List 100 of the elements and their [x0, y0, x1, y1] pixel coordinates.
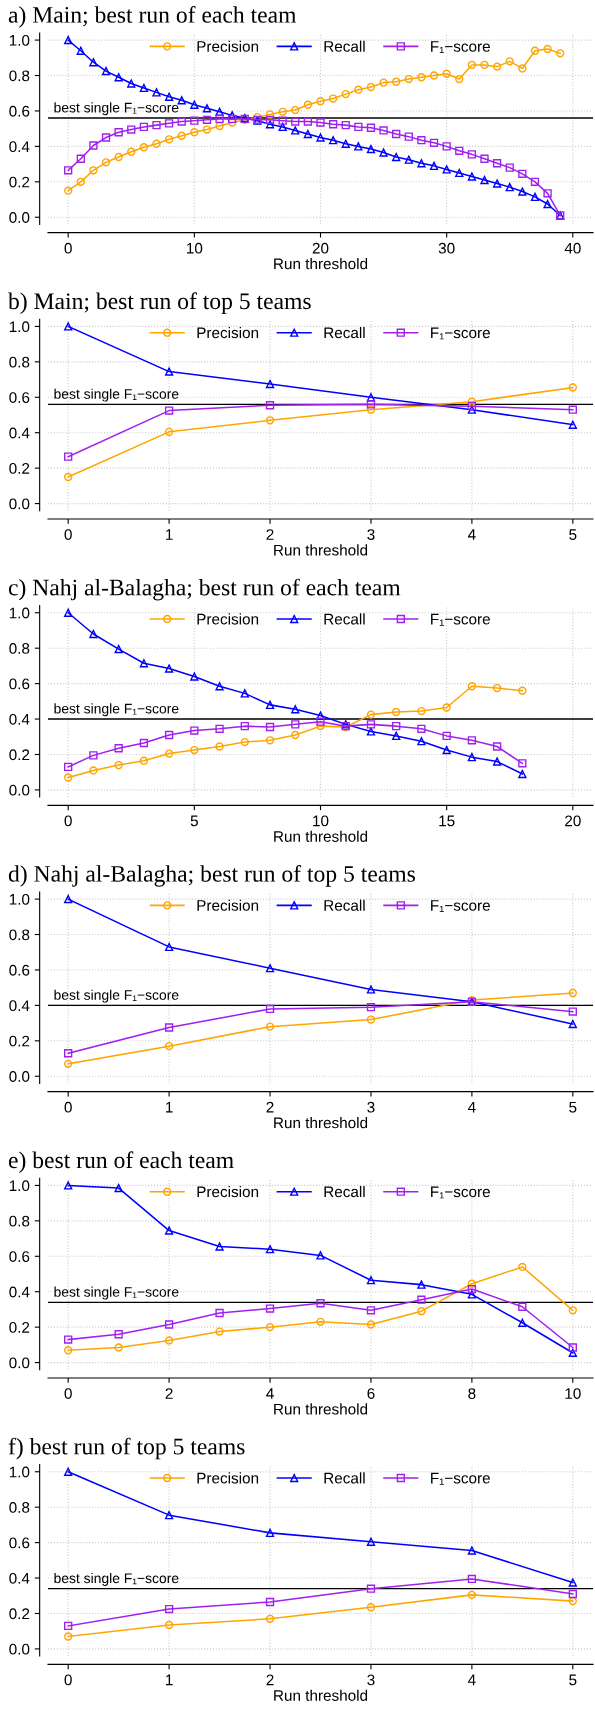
- legend-label: F₁−score: [431, 900, 490, 913]
- chart-title: e) best run of each team: [8, 1151, 234, 1173]
- legend-label: Precision: [197, 899, 259, 911]
- x-tick-label: 1: [166, 529, 173, 540]
- legend-label: Precision: [197, 326, 259, 339]
- x-tick-label: 5: [569, 529, 577, 540]
- x-tick-label: 1: [166, 1101, 173, 1113]
- x-tick-label: 2: [266, 1674, 274, 1686]
- x-tick-label: 4: [467, 1674, 476, 1686]
- x-tick-label: 3: [367, 1101, 375, 1113]
- y-tick-label: 0.2: [9, 1608, 30, 1620]
- x-axis-title: Run threshold: [274, 830, 368, 842]
- x-tick-label: 2: [165, 1388, 173, 1399]
- x-tick-label: 30: [438, 242, 455, 254]
- chart-title: b) Main; best run of top 5 teams: [8, 292, 311, 314]
- x-tick-label: 15: [439, 815, 455, 827]
- y-tick-label: 0.6: [9, 1537, 30, 1549]
- x-tick-label: 2: [266, 1101, 274, 1113]
- legend-label: F₁−score: [431, 327, 490, 340]
- y-tick-label: 0.0: [9, 784, 30, 796]
- legend-label: Precision: [197, 40, 259, 52]
- y-tick-label: 0.8: [9, 70, 30, 82]
- legend-label: F₁−score: [431, 1186, 490, 1199]
- x-tick-label: 40: [564, 242, 581, 254]
- y-tick-label: 0.2: [9, 176, 30, 188]
- x-tick-label: 5: [569, 1674, 577, 1686]
- y-tick-label: 0.4: [9, 1572, 30, 1584]
- y-tick-label: 0.4: [9, 141, 30, 153]
- x-tick-label: 0: [64, 1388, 72, 1399]
- y-tick-label: 0.8: [9, 1215, 30, 1227]
- x-tick-label: 4: [266, 1388, 274, 1399]
- x-tick-label: 0: [64, 1674, 72, 1686]
- x-tick-label: 0: [64, 815, 72, 827]
- legend-label: Recall: [324, 1472, 365, 1484]
- y-tick-label: 0.4: [9, 713, 30, 725]
- x-tick-label: 4: [467, 529, 476, 540]
- y-tick-label: 1.0: [9, 321, 30, 333]
- x-axis-title: Run threshold: [274, 1117, 368, 1129]
- x-tick-label: 0: [64, 242, 72, 254]
- y-tick-label: 1.0: [9, 1180, 30, 1192]
- ref-line-label: best single F₁−score: [54, 1286, 179, 1300]
- x-tick-label: 2: [266, 529, 274, 540]
- legend-label: Recall: [324, 40, 365, 52]
- x-axis-title: Run threshold: [274, 1403, 368, 1415]
- y-tick-label: 1.0: [9, 1466, 30, 1478]
- chart-title: c) Nahj al-Balagha; best run of each team: [8, 578, 401, 601]
- y-tick-label: 0.6: [9, 105, 30, 117]
- y-tick-label: 1.0: [9, 607, 30, 619]
- y-tick-label: 0.8: [9, 929, 30, 941]
- y-tick-label: 0.8: [9, 643, 30, 654]
- x-axis-title: Run threshold: [274, 544, 368, 556]
- chart-title: a) Main; best run of each team: [8, 6, 297, 28]
- legend-label: Recall: [324, 326, 365, 339]
- y-tick-label: 0.6: [9, 1251, 30, 1262]
- ref-line-label: best single F₁−score: [54, 102, 179, 116]
- x-tick-label: 3: [367, 1674, 375, 1686]
- y-tick-label: 0.8: [9, 1502, 30, 1513]
- ref-line-label: best single F₁−score: [54, 1572, 179, 1586]
- y-tick-label: 0.4: [9, 427, 30, 439]
- x-tick-label: 4: [467, 1101, 476, 1113]
- x-tick-label: 8: [468, 1388, 476, 1399]
- y-tick-label: 0.6: [9, 678, 30, 690]
- x-tick-label: 20: [565, 815, 581, 827]
- x-tick-label: 5: [190, 815, 198, 827]
- x-tick-label: 10: [313, 815, 329, 827]
- x-tick-label: 20: [312, 242, 329, 254]
- y-tick-label: 0.0: [9, 1071, 30, 1082]
- legend-label: Recall: [324, 613, 365, 625]
- y-tick-label: 0.0: [9, 1643, 30, 1655]
- x-axis-title: Run threshold: [274, 258, 368, 270]
- chart-title: d) Nahj al-Balagha; best run of top 5 teams: [8, 865, 415, 887]
- x-axis-title: Run threshold: [274, 1689, 368, 1701]
- y-tick-label: 0.0: [9, 498, 30, 510]
- y-tick-label: 0.2: [9, 749, 30, 761]
- x-tick-label: 1: [166, 1674, 173, 1686]
- x-tick-label: 10: [565, 1388, 581, 1399]
- ref-line-label: best single F₁−score: [54, 703, 179, 717]
- y-tick-label: 0.6: [9, 392, 30, 403]
- chart-title: f) best run of top 5 teams: [8, 1437, 245, 1460]
- legend-label: F₁−score: [431, 41, 490, 54]
- x-tick-label: 6: [367, 1388, 375, 1399]
- x-tick-label: 0: [64, 1101, 72, 1113]
- x-tick-label: 3: [367, 529, 375, 540]
- legend-label: Recall: [324, 899, 365, 911]
- ref-line-label: best single F₁−score: [54, 989, 179, 1003]
- legend-label: Precision: [197, 1185, 259, 1198]
- y-tick-label: 0.2: [9, 1035, 30, 1047]
- legend-label: Recall: [324, 1185, 365, 1198]
- legend-label: F₁−score: [431, 1472, 490, 1485]
- y-tick-label: 0.2: [9, 463, 30, 474]
- y-tick-label: 0.8: [9, 356, 30, 368]
- y-tick-label: 0.4: [9, 1286, 30, 1298]
- y-tick-label: 0.2: [9, 1322, 30, 1333]
- y-tick-label: 0.6: [9, 964, 30, 976]
- legend-label: Precision: [197, 613, 259, 625]
- y-tick-label: 0.0: [9, 1357, 30, 1369]
- y-tick-label: 0.0: [9, 212, 30, 223]
- x-tick-label: 5: [569, 1101, 577, 1113]
- y-tick-label: 1.0: [9, 893, 30, 905]
- ref-line-label: best single F₁−score: [54, 388, 179, 402]
